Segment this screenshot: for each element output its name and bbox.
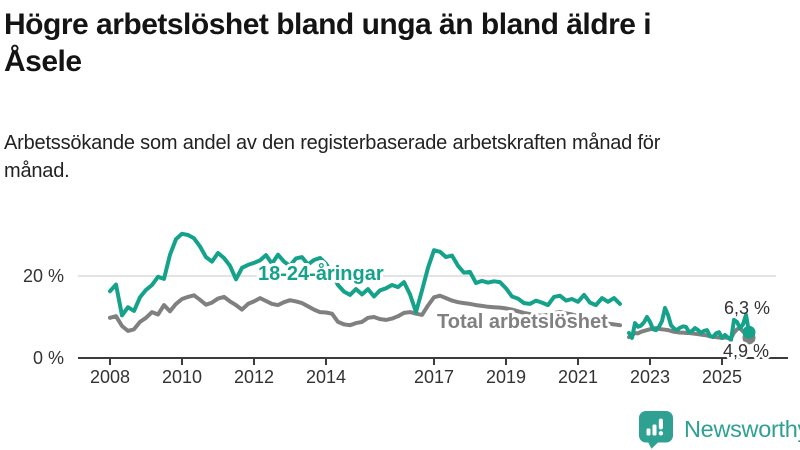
end-dot-young	[742, 325, 756, 339]
series-line-total	[108, 293, 622, 333]
x-tick-label: 2014	[306, 367, 346, 387]
x-tick-label: 2021	[558, 367, 598, 387]
x-tick-label: 2019	[486, 367, 526, 387]
series-label-total: Total arbetslöshet	[437, 311, 608, 333]
end-value-label-total: 4,9 %	[723, 341, 769, 361]
page-title: Högre arbetslöshet bland unga än bland ä…	[4, 8, 652, 78]
series-line-young	[108, 231, 622, 318]
x-tick-label: 2017	[414, 367, 454, 387]
x-tick-label: 2023	[630, 367, 670, 387]
x-tick-label: 2010	[162, 367, 202, 387]
x-tick-label: 2025	[702, 367, 742, 387]
x-tick-label: 2012	[234, 367, 274, 387]
chart-generated-layer: 0 % 20 % 2008 2010 2012 2014 2017 2019 2021 2023 2…	[23, 231, 788, 387]
newsworthy-logo-text: Newsworthy	[684, 415, 800, 442]
series-line-young	[627, 306, 751, 342]
newsworthy-logo[interactable]: Newsworthy	[638, 410, 800, 449]
bar-chart-speech-bubble-icon	[639, 411, 673, 449]
page-subtitle: Arbetssökande som andel av den registerb…	[4, 132, 661, 182]
x-tick-label: 2008	[90, 367, 130, 387]
y-axis-label: 20 %	[23, 266, 64, 286]
end-value-label-young: 6,3 %	[724, 298, 770, 318]
series-label-young: 18-24-åringar	[258, 262, 384, 285]
y-axis-label: 0 %	[33, 348, 64, 368]
